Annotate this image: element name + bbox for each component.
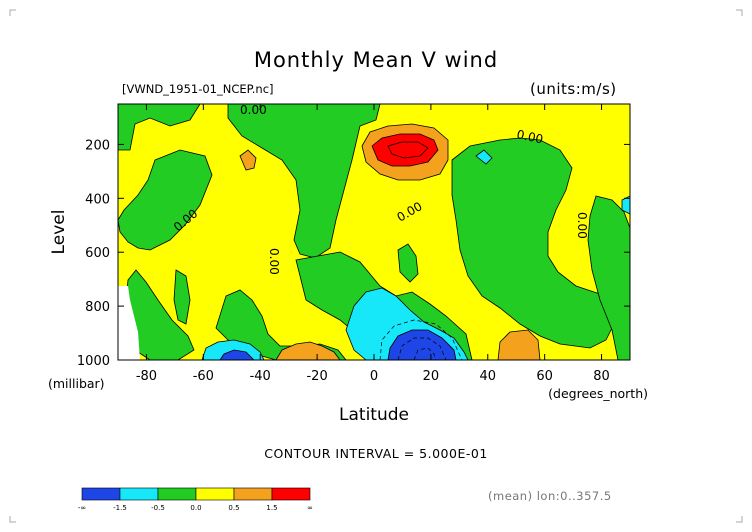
y-axis-units: (millibar): [48, 376, 105, 391]
axes: -80 -60 -40 -20 0 20 40 60 80 200 400 600 800 1000 Lat…: [48, 104, 648, 425]
y-tick-label: 800: [85, 300, 110, 315]
x-tick-label: 40: [480, 369, 497, 384]
colorbar-label: 1.5: [266, 504, 277, 512]
crop-mark-bottom-left: [9, 516, 16, 523]
colorbar-label: -0.5: [151, 504, 165, 512]
y-axis-label: Level: [49, 210, 69, 255]
blue-region-bottom-center: [387, 329, 457, 361]
x-tick-label: -60: [193, 369, 214, 384]
x-tick-label: 80: [593, 369, 610, 384]
x-tick-label: -20: [306, 369, 327, 384]
x-axis-label: Latitude: [339, 405, 409, 425]
dashed-contour-2: [397, 337, 447, 361]
chart-title: Monthly Mean V wind: [253, 48, 499, 72]
contour-label-5: 0.00: [575, 212, 589, 239]
colorbar-label: -1.5: [113, 504, 127, 512]
green-region-left-band: [117, 149, 213, 251]
colorbar-label: -∞: [78, 504, 86, 512]
x-tick-label: -80: [136, 369, 157, 384]
negative-contours: [379, 319, 463, 361]
x-tick-label: 20: [423, 369, 440, 384]
units-label: (units:m/s): [530, 80, 617, 98]
missing-data-region: [118, 286, 140, 360]
colorbar-label: ∞: [307, 504, 313, 512]
cyan-region-small-right: [475, 149, 493, 165]
orange-region-small-left: [239, 149, 257, 171]
colorbar: -∞ -1.5 -0.5 0.0 0.5 1.5 ∞: [78, 487, 313, 512]
y-tick-label: 600: [85, 246, 110, 261]
contour-label-1: 0.00: [515, 127, 544, 146]
plot-area: 0.00 0.00 0.00 0.00 0.00 0.00: [117, 103, 631, 361]
y-tick-label: 200: [85, 138, 110, 153]
colorbar-label: 0.5: [228, 504, 239, 512]
colorbar-label: 0.0: [190, 504, 201, 512]
colorbar-swatch: [271, 487, 311, 501]
x-axis-units: (degrees_north): [548, 386, 648, 401]
x-tick-label: 0: [370, 369, 378, 384]
mean-label: (mean) lon:0..357.5: [488, 489, 612, 503]
contour-interval: CONTOUR INTERVAL = 5.000E-01: [264, 446, 488, 461]
y-tick-label: 400: [85, 192, 110, 207]
contour-label-4: 0.00: [267, 248, 281, 275]
crop-mark-top-right: [736, 9, 743, 16]
green-regions: [117, 103, 631, 361]
green-region-small-island: [397, 243, 419, 283]
green-region-left-mid: [173, 269, 191, 325]
dashed-contour-3: [413, 347, 437, 361]
inner-contour-line: [387, 141, 429, 159]
green-region-center-column: [227, 103, 381, 259]
orange-region-bottom-center: [275, 341, 341, 361]
dashed-contour-1: [379, 319, 463, 361]
blue-regions: [219, 329, 457, 361]
file-label: [VWND_1951-01_NCEP.nc]: [122, 82, 274, 96]
crop-mark-top-left: [9, 9, 16, 16]
green-region-top-left: [117, 103, 201, 151]
x-tick-label: -40: [250, 369, 271, 384]
red-region-jet-core: [371, 133, 439, 167]
crop-mark-bottom-right: [736, 516, 743, 523]
y-tick-label: 1000: [77, 354, 110, 369]
x-tick-label: 60: [536, 369, 553, 384]
